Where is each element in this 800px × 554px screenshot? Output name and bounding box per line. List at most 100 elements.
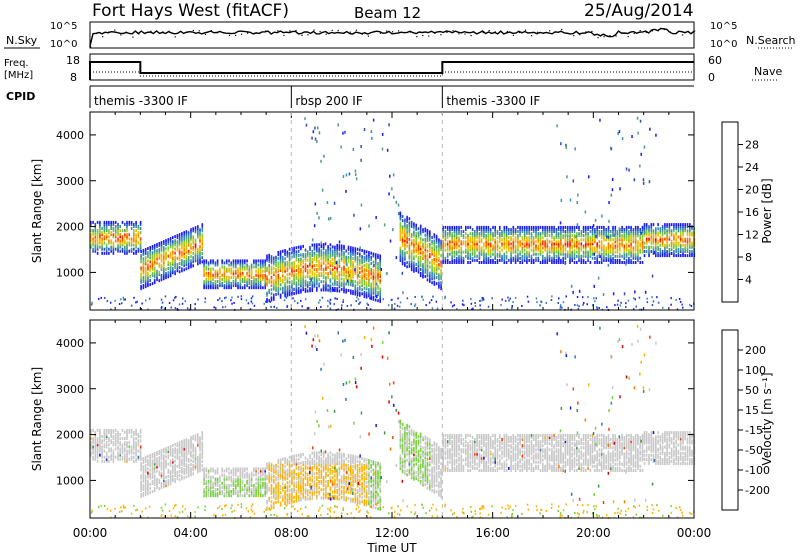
power-cell	[532, 258, 535, 262]
power-cell	[167, 248, 170, 252]
power-cell	[300, 257, 302, 261]
power-cell	[282, 290, 284, 294]
power-cell	[273, 258, 275, 262]
power-cell	[460, 230, 463, 233]
power-cell	[275, 284, 277, 288]
power-cell	[297, 268, 300, 272]
power-cell	[408, 256, 411, 260]
power-cell	[406, 220, 408, 223]
power-cell	[187, 243, 190, 247]
power-cell	[521, 225, 524, 229]
power-cell	[205, 267, 208, 271]
power-cell	[471, 242, 474, 246]
power-cell	[374, 269, 377, 273]
power-cell	[336, 283, 338, 287]
power-cell	[523, 228, 526, 231]
power-cell	[142, 253, 145, 257]
velocity-cell	[167, 475, 170, 478]
power-cell	[485, 236, 487, 240]
power-cell	[451, 261, 453, 264]
velocity-cell	[126, 449, 128, 453]
power-cell	[334, 247, 336, 251]
velocity-cell	[149, 487, 151, 490]
nsearch-point	[398, 30, 400, 32]
power-cell	[359, 227, 362, 231]
power-cell	[275, 276, 277, 280]
power-cell	[377, 274, 379, 278]
velocity-cell	[153, 466, 156, 470]
power-cell	[377, 290, 379, 294]
power-cell	[352, 273, 354, 277]
power-cell	[165, 267, 167, 271]
power-cell	[424, 262, 427, 266]
power-cell	[413, 265, 415, 269]
velocity-cell	[205, 479, 208, 483]
power-cell	[634, 238, 637, 242]
power-cell	[489, 236, 492, 240]
power-cell	[255, 265, 257, 269]
power-cell	[151, 245, 154, 248]
power-cell	[603, 232, 605, 236]
power-cell	[623, 246, 626, 250]
power-cell	[587, 236, 589, 240]
power-cell	[438, 265, 440, 269]
power-cell	[187, 233, 190, 237]
power-cell	[255, 277, 257, 281]
power-cell	[142, 257, 145, 261]
power-cell	[505, 232, 508, 236]
power-cell	[630, 232, 632, 236]
power-cell	[634, 252, 637, 256]
power-cell	[253, 304, 256, 307]
power-cell	[424, 229, 427, 233]
power-cell	[408, 264, 411, 268]
power-cell	[562, 252, 564, 256]
power-cell	[433, 249, 436, 253]
power-cell	[639, 228, 641, 231]
power-cell	[365, 250, 368, 254]
power-cell	[514, 238, 517, 242]
power-cell	[176, 240, 179, 244]
power-cell	[295, 264, 298, 268]
power-cell	[151, 259, 154, 263]
power-cell	[639, 236, 641, 240]
power-cell	[110, 225, 112, 228]
power-cell	[165, 241, 167, 245]
power-cell	[566, 252, 569, 256]
power-cell	[284, 294, 286, 298]
velocity-cell	[112, 459, 115, 463]
power-cell	[130, 241, 133, 245]
power-cell	[559, 305, 562, 308]
power-cell	[231, 296, 233, 299]
power-cell	[223, 275, 226, 279]
power-cell	[544, 228, 546, 231]
power-cell	[241, 263, 244, 267]
power-cell	[300, 280, 302, 284]
power-cell	[92, 241, 94, 245]
power-cell	[331, 262, 334, 265]
power-cell	[185, 232, 188, 236]
power-cell	[404, 220, 406, 224]
power-cell	[199, 246, 201, 250]
power-cell	[133, 237, 135, 241]
power-cell	[406, 261, 408, 265]
power-cell	[659, 229, 662, 233]
power-cell	[204, 301, 206, 304]
power-cell	[135, 237, 137, 241]
power-cell	[203, 284, 205, 288]
power-cell	[228, 263, 230, 267]
power-cell	[273, 279, 275, 283]
velocity-cell	[156, 484, 158, 487]
power-cell	[523, 232, 526, 236]
power-cell	[655, 233, 657, 237]
power-cell	[124, 229, 126, 233]
power-cell	[424, 227, 427, 231]
power-cell	[268, 288, 270, 292]
velocity-cell	[192, 435, 194, 439]
power-cell	[120, 298, 122, 301]
power-cell	[487, 305, 490, 308]
velocity-cell	[110, 433, 112, 436]
power-cell	[187, 264, 190, 268]
power-cell	[112, 241, 115, 245]
power-cell	[304, 256, 307, 260]
velocity-cell	[135, 447, 137, 451]
